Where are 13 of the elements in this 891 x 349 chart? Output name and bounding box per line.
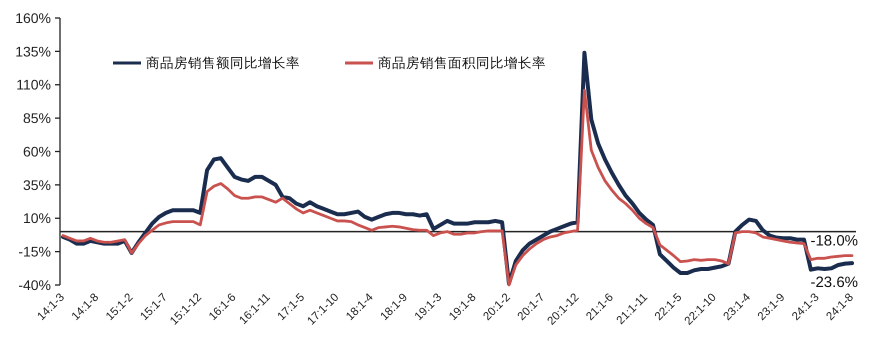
legend-label: 商品房销售额同比增长率 (146, 56, 300, 71)
y-tick-label: 160% (15, 10, 51, 26)
y-tick-label: 110% (16, 76, 51, 93)
y-tick-label: -40% (18, 276, 51, 293)
y-tick-label: 35% (22, 176, 51, 193)
legend-label: 商品房销售面积同比增长率 (378, 56, 546, 71)
y-tick-label: 135% (15, 43, 51, 60)
y-tick-label: 85% (22, 110, 51, 126)
y-tick-label: 10% (22, 210, 51, 226)
y-tick-label: -15% (18, 244, 51, 260)
annotation: -18.0% (810, 232, 858, 250)
y-tick-label: 60% (22, 143, 51, 160)
annotation: -23.6% (810, 274, 858, 292)
